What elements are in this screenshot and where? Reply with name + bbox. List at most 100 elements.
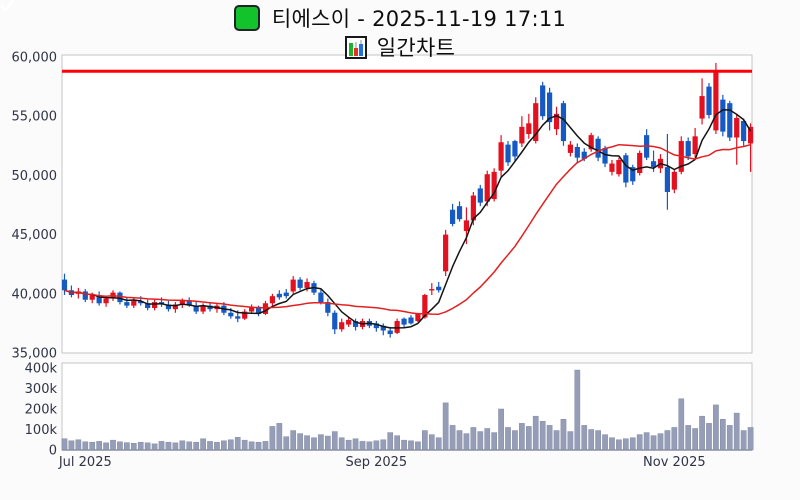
candle-body [387, 330, 393, 335]
candle-body [713, 70, 719, 131]
volume-axis-label: 100k [25, 423, 58, 438]
candle-body [373, 323, 379, 329]
volume-bar [214, 441, 220, 451]
volume-bar [747, 427, 754, 451]
volume-bar [137, 441, 144, 451]
volume-bar [442, 402, 449, 451]
volume-bar [262, 441, 269, 451]
volume-bar [560, 419, 567, 451]
candle-body [262, 303, 269, 314]
volume-bars-layer [61, 369, 754, 451]
volume-bar [269, 426, 276, 451]
candle-body [255, 306, 262, 314]
candle-body [498, 142, 504, 171]
candle-body [456, 206, 463, 220]
volume-bar [525, 426, 532, 451]
volume-bar [491, 432, 498, 451]
volume-bar [435, 437, 442, 451]
candle-body [82, 291, 88, 300]
volume-bar [68, 440, 75, 451]
volume-bar [657, 433, 664, 451]
candle-body [193, 305, 199, 312]
candle-body [706, 86, 712, 116]
candle-body [699, 96, 705, 119]
volume-bar [387, 432, 394, 451]
volume-bar [401, 439, 407, 451]
candle-body [235, 316, 241, 319]
checkbox-checked-icon [0, 0, 260, 31]
volume-bar [290, 430, 297, 451]
volume-bar [713, 404, 719, 451]
volume-bar [227, 439, 234, 451]
date-axis-label: Sep 2025 [345, 455, 407, 470]
volume-bar [172, 442, 179, 451]
candle-body [103, 298, 109, 304]
volume-bar [297, 433, 303, 451]
volume-bar [685, 425, 692, 451]
volume-bar [622, 438, 629, 451]
candle-body [664, 167, 671, 192]
volume-bar [255, 441, 262, 451]
volume-bar [588, 429, 595, 451]
volume-bar [110, 439, 116, 451]
volume-bar [671, 427, 678, 451]
volume-bar [512, 430, 518, 451]
volume-bar [61, 438, 68, 451]
candle-body [117, 292, 123, 303]
candle-body [671, 171, 677, 190]
candle-body [165, 304, 172, 310]
candle-body [290, 279, 296, 292]
volume-bar [539, 421, 546, 451]
date-axis-label: Jul 2025 [58, 455, 112, 470]
candle-body [560, 103, 567, 142]
volume-bar [158, 441, 165, 451]
chart-title-row: 티에스이 - 2025-11-19 17:11 [0, 0, 800, 34]
volume-bar [678, 398, 685, 451]
volume-bar [248, 441, 255, 451]
volume-bar [720, 419, 726, 451]
candle-body [186, 300, 192, 306]
candle-body [96, 294, 102, 304]
volume-bar [546, 425, 553, 451]
volume-bar [574, 369, 581, 451]
volume-bar [165, 441, 172, 451]
price-axis-label: 40,000 [12, 287, 58, 302]
candle-body [61, 279, 68, 291]
candle-body [151, 302, 158, 309]
volume-bar [740, 430, 747, 451]
candle-body [519, 126, 525, 144]
bar-chart-icon [344, 35, 367, 59]
candle-body [325, 302, 331, 313]
volume-bar [463, 433, 470, 451]
candle-body [200, 305, 206, 312]
candle-body [637, 152, 643, 174]
title-block: 티에스이 - 2025-11-19 17:11 일간차트 [0, 0, 800, 60]
candle-body [685, 141, 691, 157]
volume-bar [532, 415, 539, 451]
candle-body [727, 103, 733, 138]
candle-body [449, 209, 456, 224]
volume-bar [89, 441, 96, 451]
volume-bar [726, 425, 733, 451]
candle-body [339, 322, 345, 330]
volume-bar [602, 434, 608, 451]
volume-bar [345, 439, 352, 451]
candle-body [484, 174, 490, 202]
volume-bar [733, 412, 740, 451]
volume-bar [498, 408, 504, 451]
volume-bar [595, 430, 601, 451]
volume-bar [692, 428, 698, 451]
volume-bar [380, 439, 387, 451]
volume-axis-label: 400k [25, 362, 58, 377]
candle-body [443, 234, 449, 272]
candle-body [124, 302, 130, 306]
candle-body [505, 144, 511, 163]
candle-body [401, 318, 407, 325]
ma-line-long [64, 143, 751, 315]
volume-bar [241, 439, 248, 451]
volume-bar [553, 430, 560, 451]
candle-body [540, 85, 546, 117]
date-axis-label: Nov 2025 [643, 455, 706, 470]
date-axis-labels: Jul 2025 Sep 2025 Nov 2025 [58, 455, 706, 470]
volume-bar [234, 437, 241, 451]
